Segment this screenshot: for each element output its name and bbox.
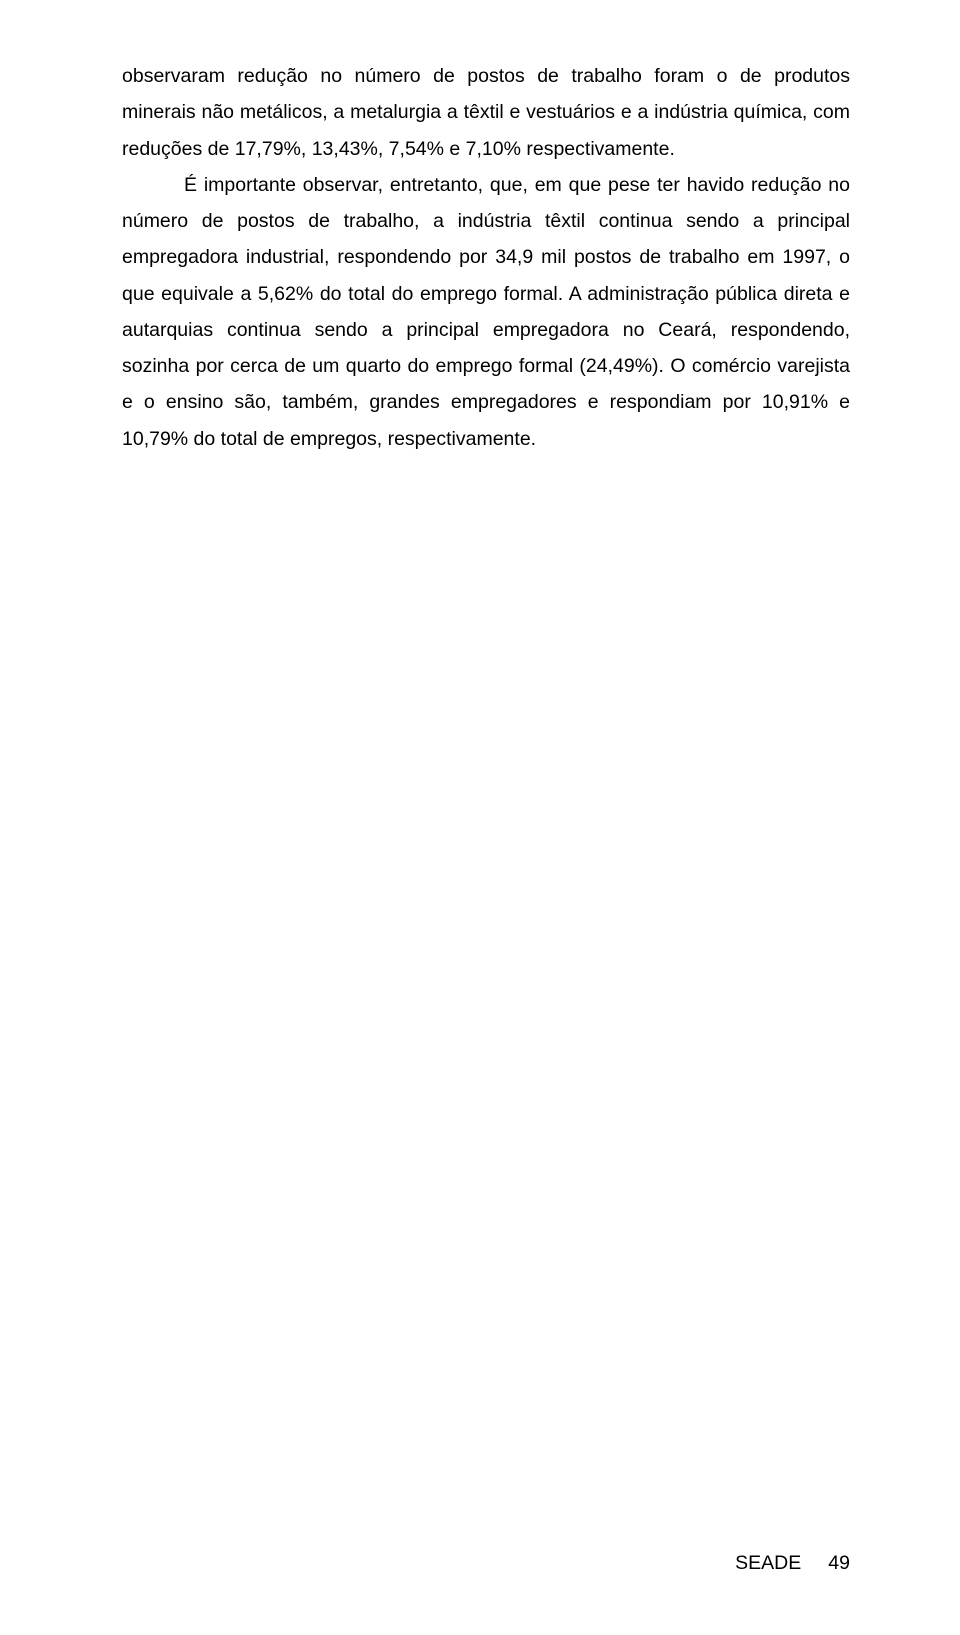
footer-page-number: 49 xyxy=(828,1552,850,1574)
paragraph-1: observaram redução no número de postos d… xyxy=(122,58,850,167)
page-footer: SEADE 49 xyxy=(735,1552,850,1575)
footer-source: SEADE xyxy=(735,1552,801,1574)
paragraph-2: É importante observar, entretanto, que, … xyxy=(122,167,850,457)
document-page: observaram redução no número de postos d… xyxy=(0,0,960,457)
